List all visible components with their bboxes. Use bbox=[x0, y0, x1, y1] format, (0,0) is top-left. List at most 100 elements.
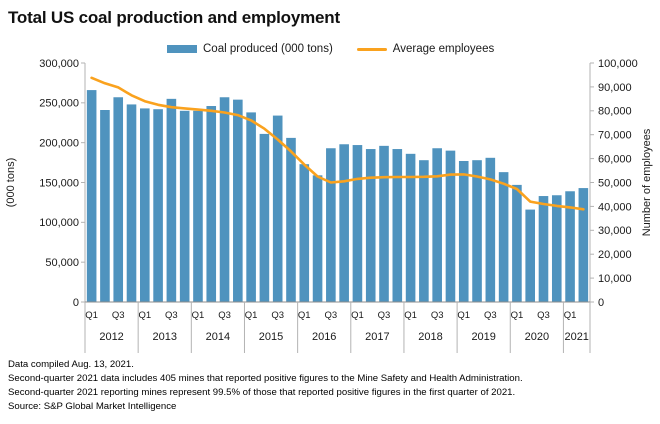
quarter-tick-label: Q1 bbox=[404, 310, 417, 321]
year-tick-label: 2019 bbox=[471, 331, 495, 343]
coal-produced-bar bbox=[166, 98, 177, 302]
coal-produced-bar bbox=[458, 160, 469, 302]
right-axis-tick-label: 70,000 bbox=[598, 130, 632, 142]
legend-item-average-employees: Average employees bbox=[356, 43, 495, 55]
coal-produced-bar bbox=[525, 209, 535, 302]
chart-title: Total US coal production and employment bbox=[8, 8, 340, 27]
quarter-tick-label: Q1 bbox=[351, 310, 364, 321]
left-axis-tick-label: 50,000 bbox=[45, 257, 79, 269]
coal-produced-bar bbox=[233, 99, 243, 302]
quarter-tick-label: Q1 bbox=[511, 310, 524, 321]
quarter-tick-label: Q3 bbox=[325, 310, 338, 321]
left-axis-title: (000 tons) bbox=[5, 158, 17, 208]
quarter-tick-label: Q3 bbox=[378, 310, 391, 321]
right-axis-title: Number of employees bbox=[641, 128, 653, 236]
average-employees-line bbox=[90, 76, 585, 211]
coal-produced-bar bbox=[405, 153, 416, 302]
coal-produced-bar bbox=[498, 172, 509, 302]
year-tick-label: 2017 bbox=[365, 331, 389, 343]
left-axis-tick-label: 300,000 bbox=[39, 58, 79, 70]
right-axis-tick-label: 20,000 bbox=[598, 249, 632, 261]
quarter-tick-label: Q1 bbox=[85, 310, 98, 321]
coal-produced-bar bbox=[578, 188, 589, 302]
quarter-tick-label: Q3 bbox=[431, 310, 444, 321]
quarter-tick-label: Q1 bbox=[138, 310, 151, 321]
coal-produced-bar bbox=[153, 109, 163, 302]
quarter-tick-label: Q3 bbox=[112, 310, 125, 321]
coal-produced-bar bbox=[193, 110, 203, 302]
right-axis-tick-label: 90,000 bbox=[598, 82, 632, 94]
quarter-tick-label: Q1 bbox=[457, 310, 470, 321]
year-tick-label: 2013 bbox=[152, 331, 176, 343]
footer-note-compiled: Data compiled Aug. 13, 2021. bbox=[8, 359, 134, 370]
legend-bar-swatch bbox=[167, 45, 197, 53]
year-tick-label: 2012 bbox=[99, 331, 123, 343]
left-axis-tick-label: 100,000 bbox=[39, 217, 79, 229]
right-axis-tick-label: 30,000 bbox=[598, 225, 632, 237]
production-employment-chart: 0 50,000 100,000 150,000 200,000 250,000 300,0… bbox=[5, 58, 653, 353]
coal-produced-bar bbox=[565, 191, 575, 302]
coal-produced-bar bbox=[352, 145, 363, 302]
quarter-tick-label: Q3 bbox=[218, 310, 231, 321]
coal-produced-bar bbox=[551, 195, 562, 302]
coal-produced-bar bbox=[259, 133, 270, 302]
right-axis-tick-label: 0 bbox=[598, 297, 604, 309]
year-tick-label: 2015 bbox=[259, 331, 283, 343]
year-tick-label: 2014 bbox=[206, 331, 230, 343]
coal-produced-bar bbox=[485, 157, 496, 302]
coal-produced-bar bbox=[140, 108, 150, 302]
coal-produced-bar bbox=[126, 104, 137, 302]
coal-produced-bar bbox=[326, 148, 336, 302]
quarter-tick-label: Q1 bbox=[298, 310, 311, 321]
right-axis-tick-label: 60,000 bbox=[598, 153, 632, 165]
right-axis-tick-label: 10,000 bbox=[598, 273, 632, 285]
legend: Coal produced (000 tons) Average employe… bbox=[167, 43, 494, 55]
quarter-tick-label: Q3 bbox=[165, 310, 178, 321]
year-tick-label: 2016 bbox=[312, 331, 336, 343]
left-axis-tick-label: 250,000 bbox=[39, 98, 79, 110]
coal-produced-bar bbox=[299, 164, 310, 302]
coal-produced-bar bbox=[432, 148, 442, 302]
coal-produced-bar bbox=[272, 115, 283, 302]
quarter-tick-label: Q1 bbox=[245, 310, 258, 321]
coal-produced-bar bbox=[472, 160, 482, 302]
coal-produced-bar bbox=[113, 97, 124, 302]
footer-source: Source: S&P Global Market Intelligence bbox=[8, 401, 177, 412]
year-tick-label: 2021 bbox=[564, 331, 588, 343]
right-axis-tick-label: 100,000 bbox=[598, 58, 638, 70]
legend-line-swatch bbox=[356, 47, 387, 51]
footer-notes: Data compiled Aug. 13, 2021. Second-quar… bbox=[8, 358, 523, 414]
coal-produced-bar bbox=[512, 184, 522, 302]
coal-produced-bar bbox=[339, 144, 349, 302]
legend-bar-label: Coal produced (000 tons) bbox=[203, 43, 333, 55]
left-axis-tick-label: 200,000 bbox=[39, 138, 79, 150]
coal-produced-bar bbox=[365, 149, 376, 302]
coal-produced-bar bbox=[392, 149, 403, 302]
legend-line-label: Average employees bbox=[392, 43, 495, 55]
legend-item-coal-produced: Coal produced (000 tons) bbox=[167, 43, 333, 55]
quarter-tick-label: Q3 bbox=[484, 310, 497, 321]
right-axis-tick-label: 40,000 bbox=[598, 201, 632, 213]
coal-produced-bar bbox=[219, 97, 230, 302]
coal-produced-bar bbox=[419, 160, 429, 302]
coal-produced-bar bbox=[286, 137, 296, 302]
coal-produced-bar bbox=[246, 112, 256, 302]
footer-note-mines: Second-quarter 2021 data includes 405 mi… bbox=[8, 373, 523, 384]
year-tick-label: 2018 bbox=[418, 331, 442, 343]
quarter-tick-label: Q1 bbox=[192, 310, 205, 321]
right-axis-tick-label: 80,000 bbox=[598, 106, 632, 118]
quarter-tick-label: Q3 bbox=[271, 310, 284, 321]
coal-produced-bar bbox=[445, 150, 456, 302]
coal-produced-bar bbox=[312, 175, 323, 302]
coal-produced-bar bbox=[100, 110, 110, 303]
coal-produced-bar bbox=[206, 106, 217, 302]
coal-produced-bar bbox=[179, 110, 190, 302]
quarter-tick-label: Q3 bbox=[537, 310, 550, 321]
right-axis-tick-label: 50,000 bbox=[598, 177, 632, 189]
coal-produced-bar bbox=[86, 90, 97, 302]
coal-produced-bar bbox=[379, 145, 389, 302]
quarter-tick-label: Q1 bbox=[564, 310, 577, 321]
year-tick-label: 2020 bbox=[525, 331, 549, 343]
footer-note-reporting: Second-quarter 2021 reporting mines repr… bbox=[8, 387, 516, 398]
